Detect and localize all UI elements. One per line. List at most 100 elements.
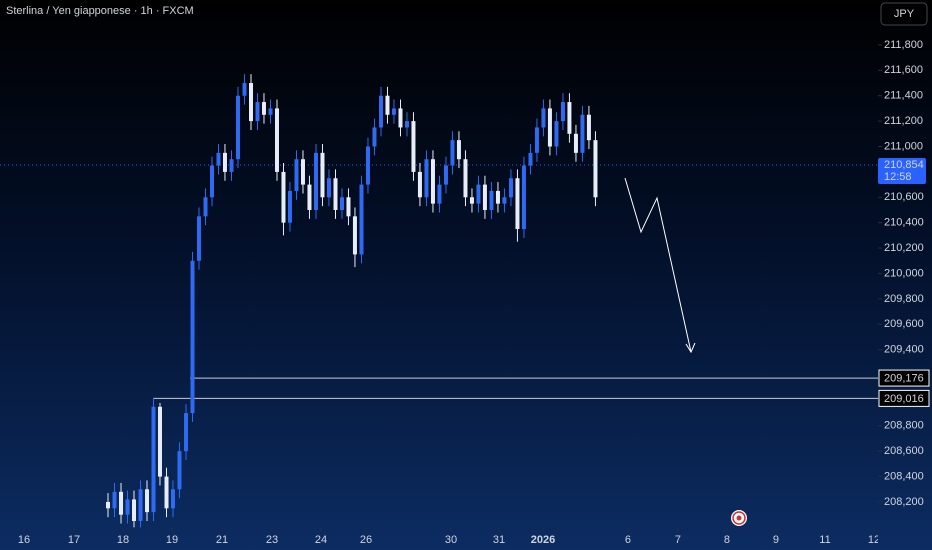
y-tick-label: 208,200	[884, 496, 924, 508]
candle-body	[210, 165, 215, 198]
x-tick-label: 9	[773, 534, 779, 546]
candle-body	[359, 184, 364, 255]
candle-body	[586, 114, 591, 141]
x-tick-label: 21	[216, 534, 228, 546]
candle-body	[580, 114, 585, 153]
candle-body	[528, 152, 533, 166]
x-tick-label: 24	[315, 534, 327, 546]
candle-body	[515, 178, 520, 230]
candle-body	[255, 102, 260, 122]
price-line-label: 209,176	[884, 372, 924, 384]
chart-title: Sterlina / Yen giapponese · 1h · FXCM	[6, 5, 194, 17]
x-tick-label: 30	[445, 534, 457, 546]
x-tick-label: 12	[868, 534, 880, 546]
candle-body	[534, 127, 539, 153]
candle-body	[222, 152, 227, 172]
candle-body	[411, 121, 416, 172]
x-tick-label: 26	[360, 534, 372, 546]
candle-body	[372, 127, 377, 147]
last-price-countdown: 12:58	[884, 171, 912, 183]
x-tick-label: 16	[18, 534, 30, 546]
candle-body	[106, 501, 111, 509]
candle-body	[560, 102, 565, 122]
x-tick-label: 8	[724, 534, 730, 546]
candle-body	[274, 108, 279, 172]
candle-body	[184, 413, 189, 452]
candle-body	[476, 184, 481, 204]
y-tick-label: 208,800	[884, 420, 924, 432]
candle-body	[378, 95, 383, 128]
price-line-tag	[878, 369, 930, 387]
candle-body	[307, 184, 312, 210]
y-tick-label: 209,400	[884, 344, 924, 356]
candle-body	[365, 146, 370, 185]
candle-body	[424, 159, 429, 198]
y-tick-label: 209,600	[884, 318, 924, 330]
currency-button[interactable]	[880, 2, 928, 26]
candle-body	[443, 165, 448, 185]
candle-body	[151, 406, 156, 513]
candle-body	[125, 499, 130, 515]
y-tick-label: 208,400	[884, 470, 924, 482]
candle-body	[196, 216, 201, 261]
candle-body	[177, 451, 182, 490]
y-tick-label: 210,600	[884, 191, 924, 203]
candle-body	[164, 476, 169, 509]
y-tick-label: 210,400	[884, 217, 924, 229]
price-line-label: 209,016	[884, 393, 924, 405]
candle-body	[138, 489, 143, 522]
y-tick-label: 211,000	[884, 140, 923, 152]
candle-body	[593, 140, 598, 198]
x-tick-label: 11	[819, 534, 830, 546]
candle-body	[320, 152, 325, 198]
candle-body	[157, 406, 162, 477]
currency-label[interactable]: JPY	[894, 8, 915, 20]
event-icon-dot	[736, 515, 742, 521]
candle-body	[333, 178, 338, 210]
candle-body	[287, 190, 292, 223]
x-tick-label: 18	[117, 534, 129, 546]
x-tick-label: 2026	[531, 534, 555, 546]
y-tick-label: 211,400	[884, 90, 923, 102]
candle-body	[554, 121, 559, 147]
candle-body	[385, 95, 390, 115]
candle-body	[547, 108, 552, 147]
candle-body	[489, 190, 494, 210]
x-tick-label: 7	[675, 534, 681, 546]
x-tick-label: 19	[166, 534, 178, 546]
y-tick-label: 211,800	[884, 39, 923, 51]
candle-body	[398, 108, 403, 128]
candle-body	[521, 165, 526, 230]
candle-body	[573, 133, 578, 153]
event-icon-ring	[732, 511, 746, 525]
last-price-tag	[878, 158, 926, 185]
candle-body	[300, 159, 305, 185]
candle-body	[294, 159, 299, 191]
candle-body	[216, 152, 221, 166]
y-tick-label: 210,000	[884, 267, 924, 279]
candle-body	[391, 108, 396, 115]
candle-body	[190, 260, 195, 414]
candle-body	[502, 197, 507, 204]
candle-body	[469, 197, 474, 204]
candle-body	[281, 171, 286, 223]
candle-body	[430, 159, 435, 204]
price-line-tag	[878, 389, 930, 407]
candle-body	[268, 108, 273, 115]
candle-body	[567, 102, 572, 134]
candle-body	[131, 499, 136, 522]
y-tick-label: 209,800	[884, 293, 924, 305]
candle-body	[145, 489, 150, 513]
candle-body	[170, 489, 175, 509]
candle-body	[339, 197, 344, 210]
candle-body	[261, 102, 266, 115]
arrow-head	[685, 342, 696, 354]
candle-body	[119, 491, 124, 515]
candle-body	[112, 491, 117, 509]
candle-body	[482, 184, 487, 210]
y-tick-label: 211,200	[884, 115, 923, 127]
candle-body	[249, 83, 254, 122]
plot-area: 16 17 18 19 21 23 24 26 30 31 2026 6 7 8 9 11 12	[0, 74, 880, 546]
candle-body	[463, 159, 468, 198]
